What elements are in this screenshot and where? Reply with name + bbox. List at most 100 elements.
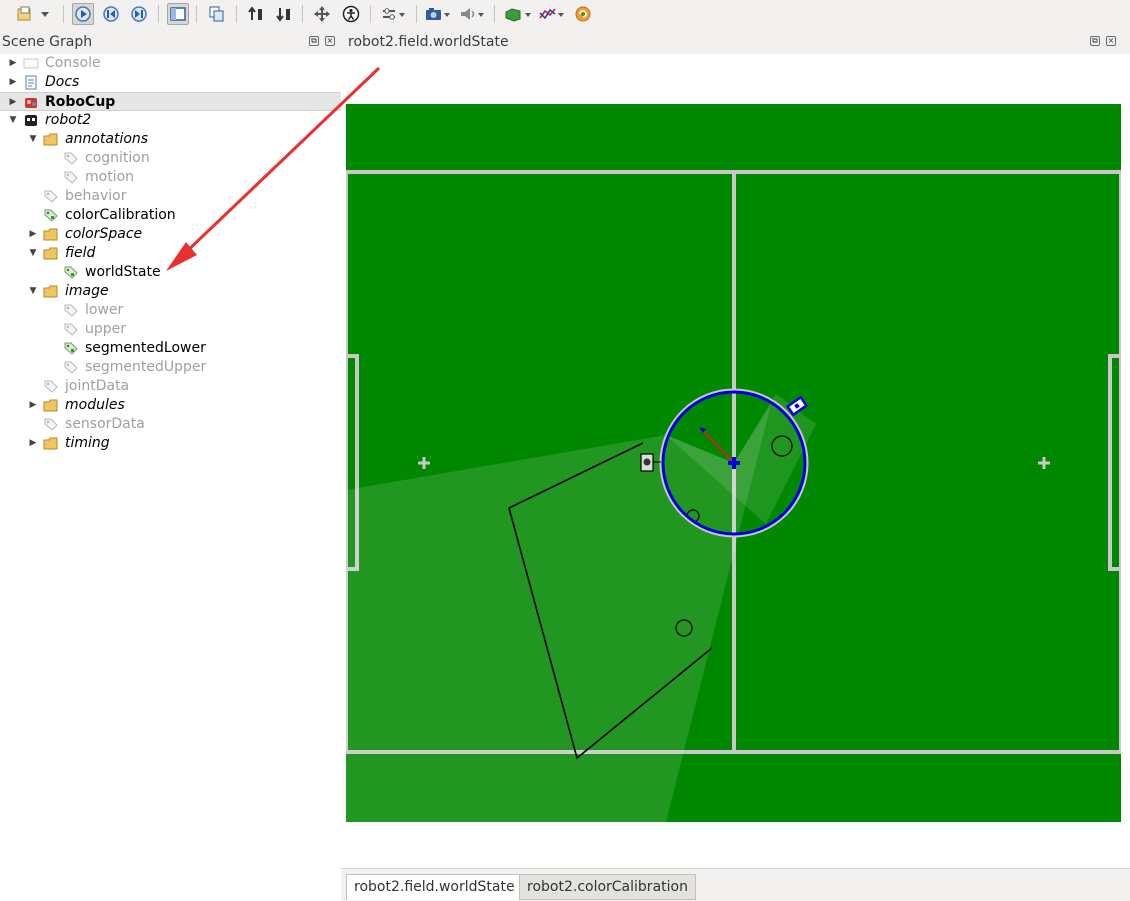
close-view-icon[interactable]: × bbox=[1106, 36, 1116, 46]
robot-icon bbox=[23, 113, 39, 128]
center-circle bbox=[659, 388, 809, 538]
obstacle-marker-2 bbox=[771, 435, 793, 457]
tag-active-icon bbox=[63, 341, 79, 356]
scene-graph-tree: ▶ Console ▶ Docs ▶ RoboCup ▼ robot2 ▼ annotations… bbox=[0, 54, 341, 901]
layout-icon[interactable] bbox=[167, 3, 189, 25]
tree-item-label: behavior bbox=[65, 188, 127, 204]
tree-item-field[interactable]: ▼ field bbox=[0, 244, 341, 263]
tree-item-label: lower bbox=[85, 302, 124, 318]
right-goal-box bbox=[1108, 354, 1121, 571]
tree-item-cognition[interactable]: cognition bbox=[0, 149, 341, 168]
view-tab-bar: robot2.field.worldState robot2.colorCali… bbox=[341, 868, 1130, 901]
observed-area-outline bbox=[508, 442, 713, 760]
tree-item-image[interactable]: ▼ image bbox=[0, 282, 341, 301]
scene-graph-title: Scene Graph bbox=[2, 34, 93, 50]
tree-item-modules[interactable]: ▶ modules bbox=[0, 396, 341, 415]
tree-item-label: cognition bbox=[85, 150, 150, 166]
graph-icon[interactable] bbox=[538, 3, 566, 25]
expanded-arrow-icon[interactable]: ▼ bbox=[29, 134, 37, 144]
tree-item-label: field bbox=[65, 245, 96, 261]
collapsed-arrow-icon[interactable]: ▶ bbox=[9, 97, 17, 107]
tree-item-label: colorSpace bbox=[65, 226, 143, 242]
copy-icon[interactable] bbox=[205, 3, 227, 25]
sort-up-icon[interactable] bbox=[245, 3, 267, 25]
tag-icon bbox=[63, 151, 79, 166]
folder-icon bbox=[43, 398, 59, 413]
tree-item-timing[interactable]: ▶ timing bbox=[0, 434, 341, 453]
close-panel-icon[interactable]: × bbox=[325, 36, 335, 46]
tree-item-lower[interactable]: lower bbox=[0, 301, 341, 320]
vision-cone bbox=[346, 404, 771, 822]
sound-icon[interactable] bbox=[458, 3, 486, 25]
sort-down-icon[interactable] bbox=[273, 3, 295, 25]
tree-item-label: segmentedLower bbox=[85, 340, 206, 356]
tree-item-motion[interactable]: motion bbox=[0, 168, 341, 187]
collapsed-arrow-icon[interactable]: ▶ bbox=[9, 77, 17, 87]
tag-icon bbox=[63, 170, 79, 185]
tree-item-RoboCup[interactable]: ▶ RoboCup bbox=[0, 92, 341, 111]
view-title: robot2.field.worldState bbox=[341, 30, 1130, 54]
expanded-arrow-icon[interactable]: ▼ bbox=[9, 115, 17, 125]
tree-item-label: annotations bbox=[65, 131, 149, 147]
refresh-icon[interactable] bbox=[572, 3, 594, 25]
tag-active-icon bbox=[63, 265, 79, 280]
tab-color-calibration[interactable]: robot2.colorCalibration bbox=[519, 874, 696, 900]
dropdown-icon[interactable] bbox=[38, 3, 52, 25]
tag-icon bbox=[63, 303, 79, 318]
collapsed-arrow-icon[interactable]: ▶ bbox=[29, 400, 37, 410]
robot-position bbox=[728, 457, 740, 469]
tree-item-Docs[interactable]: ▶ Docs bbox=[0, 73, 341, 92]
tree-item-segmentedLower[interactable]: segmentedLower bbox=[0, 339, 341, 358]
move-icon[interactable] bbox=[311, 3, 333, 25]
options-icon[interactable] bbox=[380, 3, 408, 25]
person-icon[interactable] bbox=[340, 3, 362, 25]
tree-item-behavior[interactable]: behavior bbox=[0, 187, 341, 206]
console-icon bbox=[23, 56, 39, 71]
tree-item-robot2[interactable]: ▼ robot2 bbox=[0, 111, 341, 130]
open-icon[interactable] bbox=[14, 3, 36, 25]
tree-item-label: jointData bbox=[65, 378, 130, 394]
scene-graph-panel: Scene Graph ⧉ × ▶ Console ▶ Docs ▶ RoboCup ▼ ro… bbox=[0, 30, 341, 901]
tree-item-annotations[interactable]: ▼ annotations bbox=[0, 130, 341, 149]
step-forward-icon[interactable] bbox=[128, 3, 150, 25]
tree-item-upper[interactable]: upper bbox=[0, 320, 341, 339]
folder-icon bbox=[43, 227, 59, 242]
collapsed-arrow-icon[interactable]: ▶ bbox=[29, 229, 37, 239]
tree-item-label: image bbox=[65, 283, 109, 299]
folder-icon bbox=[43, 284, 59, 299]
render-icon[interactable] bbox=[503, 3, 533, 25]
float-panel-icon[interactable]: ⧉ bbox=[309, 36, 319, 46]
soccer-field[interactable] bbox=[346, 104, 1121, 822]
tree-item-label: Console bbox=[45, 55, 101, 71]
tree-item-label: robot2 bbox=[45, 112, 92, 128]
float-view-icon[interactable]: ⧉ bbox=[1090, 36, 1100, 46]
tree-item-label: RoboCup bbox=[45, 94, 116, 110]
tree-item-sensorData[interactable]: sensorData bbox=[0, 415, 341, 434]
tree-item-label: timing bbox=[65, 435, 110, 451]
collapsed-arrow-icon[interactable]: ▶ bbox=[9, 58, 17, 68]
play-icon[interactable] bbox=[72, 3, 94, 25]
tag-active-icon bbox=[43, 208, 59, 223]
left-penalty-mark bbox=[418, 457, 430, 469]
collapsed-arrow-icon[interactable]: ▶ bbox=[29, 438, 37, 448]
tag-icon bbox=[43, 379, 59, 394]
expanded-arrow-icon[interactable]: ▼ bbox=[29, 286, 37, 296]
tree-item-colorSpace[interactable]: ▶ colorSpace bbox=[0, 225, 341, 244]
tree-item-label: colorCalibration bbox=[65, 207, 176, 223]
tree-item-label: motion bbox=[85, 169, 135, 185]
tree-item-jointData[interactable]: jointData bbox=[0, 377, 341, 396]
tree-item-segmentedUpper[interactable]: segmentedUpper bbox=[0, 358, 341, 377]
tab-world-state[interactable]: robot2.field.worldState bbox=[346, 874, 523, 900]
step-back-icon[interactable] bbox=[100, 3, 122, 25]
left-goal-box bbox=[346, 354, 359, 571]
tree-item-colorCalibration[interactable]: colorCalibration bbox=[0, 206, 341, 225]
expanded-arrow-icon[interactable]: ▼ bbox=[29, 248, 37, 258]
tag-icon bbox=[43, 417, 59, 432]
world-state-view: robot2.field.worldState ⧉ × bbox=[341, 30, 1130, 901]
camera-icon[interactable] bbox=[424, 3, 452, 25]
toolbar bbox=[0, 0, 1130, 30]
tree-item-Console[interactable]: ▶ Console bbox=[0, 54, 341, 73]
tree-item-worldState[interactable]: worldState bbox=[0, 263, 341, 282]
tree-item-label: modules bbox=[65, 397, 125, 413]
tree-item-label: segmentedUpper bbox=[85, 359, 207, 375]
